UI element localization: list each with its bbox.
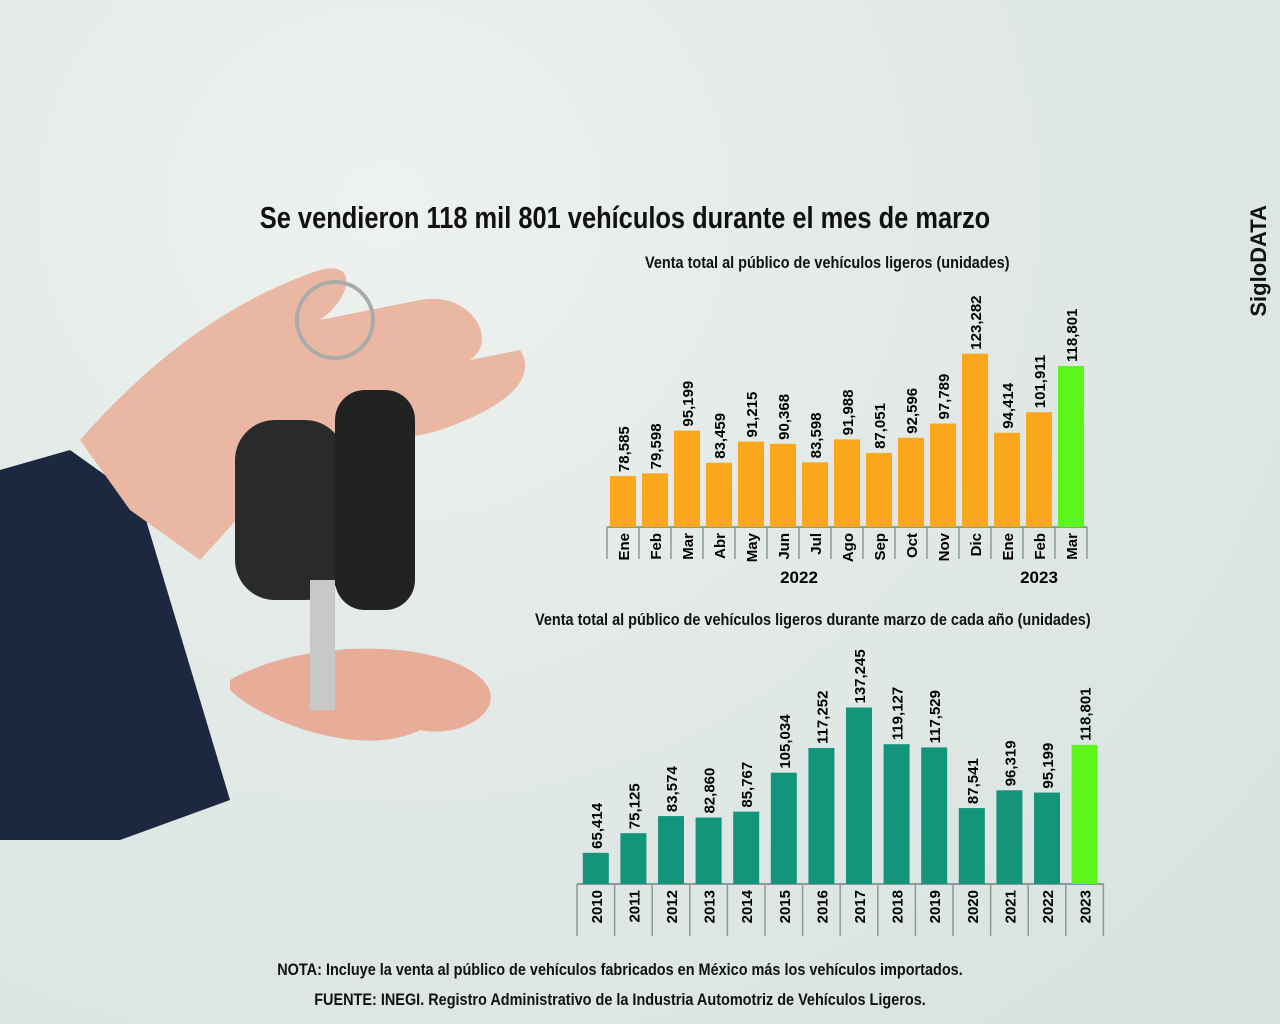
bar-may	[738, 441, 764, 527]
tick-label: 2012	[664, 890, 681, 923]
bar-2019	[921, 747, 948, 884]
data-label: 79,598	[648, 423, 665, 469]
bar-nov	[930, 423, 956, 527]
bar-2023	[1071, 744, 1098, 884]
bar-2016	[808, 747, 835, 884]
tick-label: 2020	[965, 890, 982, 923]
data-label: 118,801	[1064, 309, 1081, 362]
data-label: 75,125	[626, 783, 643, 829]
bar-ago	[834, 439, 860, 527]
tick-label: 2023	[1078, 890, 1095, 923]
bar-2012	[658, 816, 684, 884]
tick-label: 2010	[589, 890, 606, 923]
bar-2021	[996, 790, 1023, 884]
data-label: 105,034	[777, 714, 794, 769]
bar-2018	[883, 744, 910, 884]
data-label: 95,199	[680, 381, 697, 427]
chart2-title: Venta total al público de vehículos lige…	[535, 610, 1091, 629]
tick-label: Ene	[616, 533, 633, 561]
data-label: 117,252	[814, 691, 831, 744]
tick-label: Feb	[648, 533, 665, 560]
data-label: 85,767	[739, 762, 756, 808]
data-label: 87,541	[965, 758, 982, 804]
tick-label: 2013	[702, 890, 719, 923]
bar-2014	[733, 811, 760, 884]
group-label-2022: 2022	[780, 568, 818, 587]
data-label: 94,414	[1000, 382, 1017, 429]
data-label: 117,529	[927, 690, 944, 743]
group-label-2023: 2023	[1020, 568, 1058, 587]
tick-label: Sep	[872, 533, 889, 561]
bar-jul	[802, 462, 828, 527]
bar-2011	[620, 833, 647, 884]
data-label: 83,459	[712, 413, 729, 459]
data-label: 101,911	[1032, 355, 1049, 408]
tick-label: Oct	[904, 533, 921, 558]
data-label: 96,319	[1002, 740, 1019, 786]
footnote: NOTA: Incluye la venta al público de veh…	[277, 960, 963, 979]
bar-sep	[866, 452, 892, 527]
data-label: 91,988	[840, 390, 857, 436]
tick-label: Jun	[776, 533, 793, 560]
tick-label: Feb	[1032, 533, 1049, 560]
tick-label: 2014	[739, 889, 756, 923]
tick-label: Mar	[680, 533, 697, 560]
data-label: 83,598	[808, 412, 825, 458]
data-label: 78,585	[616, 426, 633, 472]
data-label: 92,596	[904, 388, 921, 434]
data-label: 65,414	[589, 802, 606, 849]
hands-with-car-keys-photo	[0, 268, 526, 840]
bar-2013	[695, 817, 722, 884]
tick-label: 2021	[1002, 890, 1019, 923]
bar-ene	[610, 476, 636, 527]
data-label: 95,199	[1040, 743, 1057, 789]
data-label: 83,574	[664, 766, 681, 813]
tick-label: 2015	[777, 890, 794, 923]
tick-label: 2017	[852, 890, 869, 923]
page-title: Se vendieron 118 mil 801 vehículos duran…	[259, 200, 991, 235]
bar-mar	[1058, 365, 1084, 527]
data-label: 87,051	[872, 403, 889, 449]
tick-label: Jul	[808, 533, 825, 555]
tick-label: Ene	[1000, 533, 1017, 561]
tick-label: Abr	[712, 533, 729, 559]
tick-label: May	[744, 532, 761, 562]
tick-label: Dic	[968, 533, 985, 556]
data-label: 118,801	[1078, 687, 1095, 740]
tick-label: 2011	[626, 890, 643, 923]
source: FUENTE: INEGI. Registro Administrativo d…	[314, 990, 926, 1009]
bar-ene	[994, 432, 1020, 527]
bar-2015	[770, 772, 797, 884]
bar-2020	[958, 808, 985, 884]
bar-abr	[706, 462, 732, 527]
bar-feb	[1026, 412, 1052, 527]
tick-label: 2016	[814, 890, 831, 923]
tick-label: Nov	[936, 532, 953, 561]
bar-dic	[962, 353, 988, 527]
tick-label: 2022	[1040, 890, 1057, 923]
bar-mar	[674, 430, 700, 527]
bar-feb	[642, 473, 668, 527]
bar-2017	[846, 707, 872, 884]
bar-jun	[770, 443, 796, 527]
data-label: 82,860	[702, 768, 719, 814]
bar-2010	[582, 852, 609, 884]
bar-2022	[1034, 792, 1060, 884]
data-label: 90,368	[776, 394, 793, 440]
data-label: 91,215	[744, 392, 761, 438]
bar-oct	[898, 437, 924, 527]
tick-label: Mar	[1064, 533, 1081, 560]
data-label: 119,127	[890, 687, 907, 740]
data-label: 123,282	[968, 295, 985, 349]
tick-label: 2019	[927, 890, 944, 923]
chart1-title: Venta total al público de vehículos lige…	[645, 253, 1010, 272]
tick-label: 2018	[890, 890, 907, 923]
tick-label: Ago	[840, 533, 857, 562]
data-label: 97,789	[936, 374, 953, 420]
data-label: 137,245	[852, 649, 869, 703]
